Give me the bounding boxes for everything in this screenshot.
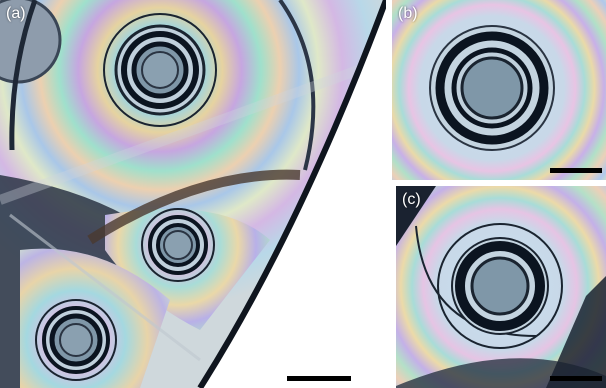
panel-c-image: (c) [396,186,606,388]
droplet-c [437,223,563,349]
panel-b-scale-bar [550,168,602,173]
panel-c-microscopy [396,186,606,388]
droplet-b [429,25,555,151]
droplet-2 [141,208,215,282]
droplet-3 [35,299,117,381]
panel-b-label: (b) [398,5,418,22]
droplet-1 [103,13,217,127]
panel-a-image: (a) [0,0,386,388]
panel-b-microscopy [392,0,606,180]
panel-c-scale-bar [550,376,602,381]
panel-a-label: (a) [6,5,26,22]
panel-a-scale-bar [287,376,351,381]
panel-a-microscopy [0,0,386,388]
panel-c-label: (c) [402,191,421,208]
panel-b-image: (b) [392,0,606,180]
